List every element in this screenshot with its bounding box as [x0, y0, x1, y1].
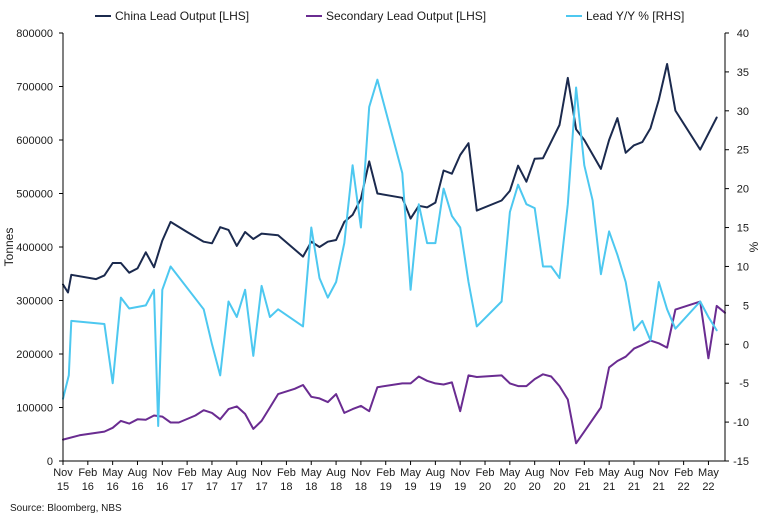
- x-tick-year: 20: [553, 481, 565, 493]
- x-tick-year: 19: [454, 481, 466, 493]
- y-left-axis-title: Tonnes: [2, 228, 16, 267]
- y-left-tick-label: 400000: [16, 242, 53, 254]
- x-tick-month: Aug: [326, 467, 346, 479]
- x-tick-year: 17: [181, 481, 193, 493]
- y-right-tick-label: 15: [737, 223, 749, 235]
- y-right-axis-title: %: [747, 241, 761, 252]
- y-left-tick-label: 200000: [16, 349, 53, 361]
- x-tick-month: Aug: [426, 467, 446, 479]
- series-line-secondary-lead-output-lhs: [62, 300, 726, 445]
- x-tick-year: 21: [578, 481, 590, 493]
- x-tick-year: 16: [82, 481, 94, 493]
- x-tick-year: 18: [305, 481, 317, 493]
- y-right-tick-label: 25: [737, 145, 749, 157]
- x-tick-year: 21: [653, 481, 665, 493]
- x-tick-month: Nov: [252, 467, 272, 479]
- x-tick-month: Nov: [450, 467, 470, 479]
- x-tick-year: 20: [504, 481, 516, 493]
- x-tick-year: 17: [231, 481, 243, 493]
- x-tick-month: May: [499, 467, 520, 479]
- x-tick-year: 22: [678, 481, 690, 493]
- x-tick-month: Aug: [624, 467, 644, 479]
- x-tick-year: 20: [529, 481, 541, 493]
- y-right-tick-label: 40: [737, 28, 749, 40]
- x-tick-month: Feb: [178, 467, 197, 479]
- legend-label-secondary-lead-output-lhs: Secondary Lead Output [LHS]: [326, 9, 486, 23]
- x-tick-month: May: [301, 467, 322, 479]
- x-tick-month: Nov: [351, 467, 371, 479]
- x-tick-month: May: [698, 467, 719, 479]
- x-tick-month: Feb: [376, 467, 395, 479]
- x-tick-month: Nov: [550, 467, 570, 479]
- x-tick-month: May: [599, 467, 620, 479]
- x-tick-year: 17: [255, 481, 267, 493]
- x-tick-month: Feb: [277, 467, 296, 479]
- x-tick-year: 19: [404, 481, 416, 493]
- y-right-tick-label: 10: [737, 261, 749, 273]
- x-tick-year: 22: [702, 481, 714, 493]
- x-tick-year: 18: [355, 481, 367, 493]
- y-left-tick-label: 800000: [16, 28, 53, 40]
- legend-label-lead-y-y-rhs: Lead Y/Y % [RHS]: [586, 9, 684, 23]
- x-tick-year: 21: [628, 481, 640, 493]
- x-tick-year: 17: [206, 481, 218, 493]
- x-tick-year: 20: [479, 481, 491, 493]
- x-tick-month: Feb: [78, 467, 97, 479]
- x-tick-month: Nov: [53, 467, 73, 479]
- y-left-tick-label: 500000: [16, 189, 53, 201]
- x-tick-month: Aug: [525, 467, 545, 479]
- source-note: Source: Bloomberg, NBS: [10, 503, 122, 514]
- x-tick-year: 18: [280, 481, 292, 493]
- y-right-tick-label: 20: [737, 184, 749, 196]
- x-tick-year: 18: [330, 481, 342, 493]
- y-left-tick-label: 600000: [16, 135, 53, 147]
- x-tick-year: 19: [380, 481, 392, 493]
- y-right-tick-label: 0: [743, 339, 749, 351]
- x-tick-year: 16: [156, 481, 168, 493]
- x-tick-month: May: [400, 467, 421, 479]
- x-tick-month: Aug: [128, 467, 148, 479]
- y-left-tick-label: 300000: [16, 296, 53, 308]
- x-tick-month: Feb: [476, 467, 495, 479]
- series-line-lead-y-y-rhs: [62, 78, 718, 427]
- y-right-tick-label: 5: [743, 300, 749, 312]
- x-tick-month: Nov: [649, 467, 669, 479]
- y-right-tick-label: -10: [733, 417, 749, 429]
- y-left-tick-label: 700000: [16, 82, 53, 94]
- x-tick-month: May: [102, 467, 123, 479]
- x-tick-month: Nov: [153, 467, 173, 479]
- series-line-china-lead-output-lhs: [62, 63, 718, 294]
- x-tick-month: Feb: [674, 467, 693, 479]
- y-right-tick-label: -5: [739, 378, 749, 390]
- y-left-tick-label: 100000: [16, 403, 53, 415]
- x-tick-year: 16: [131, 481, 143, 493]
- x-tick-month: Feb: [575, 467, 594, 479]
- x-tick-year: 19: [429, 481, 441, 493]
- y-right-tick-label: 30: [737, 106, 749, 118]
- x-tick-year: 21: [603, 481, 615, 493]
- y-right-tick-label: -15: [733, 456, 749, 468]
- x-tick-month: May: [202, 467, 223, 479]
- y-right-tick-label: 35: [737, 67, 749, 79]
- y-left-tick-label: 0: [47, 456, 53, 468]
- x-tick-month: Aug: [227, 467, 247, 479]
- legend-label-china-lead-output-lhs: China Lead Output [LHS]: [115, 9, 249, 23]
- x-tick-year: 15: [57, 481, 69, 493]
- x-tick-year: 16: [107, 481, 119, 493]
